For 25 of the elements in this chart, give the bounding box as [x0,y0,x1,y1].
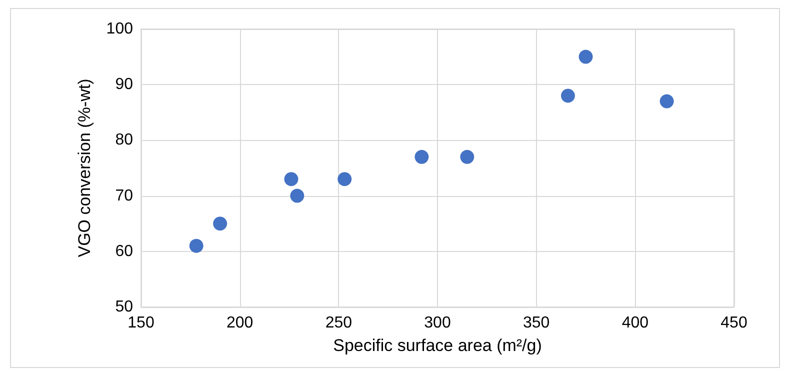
point [578,50,593,64]
point [290,188,304,203]
point [560,88,575,103]
point [338,172,352,186]
y-tick-label: 70 [115,187,134,204]
point [189,238,204,253]
point [460,150,474,164]
x-tick-label: 400 [622,314,649,332]
x-tick-label: 200 [226,314,254,332]
x-axis-title: Specific surface area (m²/g) [333,336,542,355]
y-tick-label: 50 [115,298,134,316]
point [284,172,298,186]
x-tick-label: 350 [522,314,550,332]
x-tick-label: 250 [325,314,352,332]
y-tick-label: 80 [115,132,134,149]
y-tick-label: 100 [106,20,134,38]
x-tick-label: 150 [128,314,154,332]
point [213,216,228,231]
point [414,150,429,164]
y-tick-label: 60 [115,242,134,260]
x-tick-label: 300 [424,314,451,332]
x-tick-label: 450 [720,314,748,332]
point [660,94,674,108]
y-axis-title: VGO conversion (%-wt) [75,78,94,258]
y-tick-label: 90 [115,76,134,94]
